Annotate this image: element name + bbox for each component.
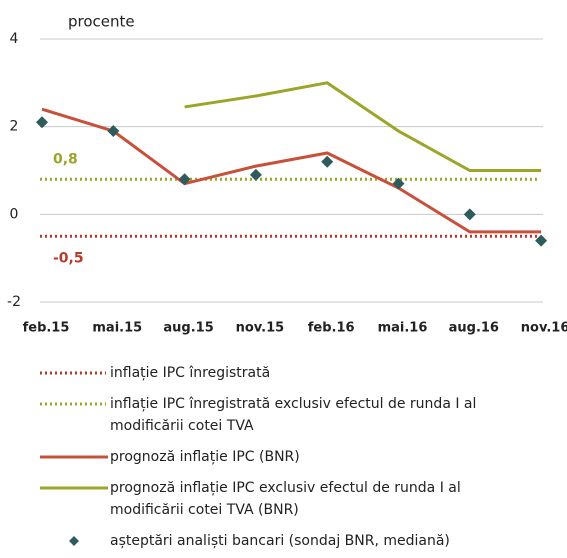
reference-label: 0,8 — [53, 151, 78, 167]
y-tick-label: 2 — [10, 119, 19, 135]
x-tick-label: aug.15 — [163, 321, 213, 336]
x-tick-label: nov.15 — [236, 321, 285, 336]
y-axis-label: procente — [68, 13, 135, 31]
swatch-marker — [69, 536, 79, 546]
marker — [249, 168, 262, 181]
legend-item: inflație IPC înregistrată — [0, 362, 567, 384]
legend-label: așteptări analiști bancari (sondaj BNR, … — [110, 533, 450, 549]
legend-swatch — [40, 486, 108, 490]
chart: procente -2 0 2 4 feb.15 mai.15 aug.15 nov.15 fe… — [7, 13, 567, 336]
x-tick-label: nov.16 — [521, 321, 567, 336]
y-tick-label: -2 — [7, 294, 21, 310]
legend-item: așteptări analiști bancari (sondaj BNR, … — [0, 530, 567, 552]
marker — [463, 208, 476, 221]
y-tick-label: 4 — [10, 31, 19, 47]
legend-label: inflație IPC înregistrată exclusiv efect… — [110, 396, 477, 434]
legend-swatch — [69, 536, 79, 546]
x-tick-label: feb.15 — [23, 321, 70, 336]
legend-label: prognoză inflație IPC exclusiv efectul d… — [110, 480, 461, 518]
x-tick-label: feb.16 — [308, 321, 355, 336]
legend-item: inflație IPC înregistrată exclusiv efect… — [0, 393, 567, 437]
series-line — [184, 81, 542, 172]
x-tick-label: mai.15 — [92, 321, 142, 336]
marker — [321, 155, 334, 168]
legend-swatch — [40, 371, 106, 375]
marker — [178, 173, 191, 186]
legend-swatch — [40, 402, 106, 406]
legend: inflație IPC înregistrată inflație IPC în… — [0, 362, 567, 558]
reference-label: -0,5 — [53, 250, 84, 266]
legend-item: prognoză inflație IPC exclusiv efectul d… — [0, 477, 567, 521]
marker — [36, 116, 48, 129]
x-tick-label: aug.16 — [449, 321, 499, 336]
marker — [392, 177, 405, 190]
legend-label: prognoză inflație IPC (BNR) — [110, 449, 300, 465]
legend-item: prognoză inflație IPC (BNR) — [0, 446, 567, 468]
marker — [535, 234, 548, 247]
series-line — [41, 107, 542, 234]
marker — [107, 125, 120, 138]
y-tick-label: 0 — [10, 206, 19, 222]
legend-label: inflație IPC înregistrată — [110, 365, 271, 381]
x-tick-label: mai.16 — [378, 321, 428, 336]
legend-swatch — [40, 455, 108, 459]
